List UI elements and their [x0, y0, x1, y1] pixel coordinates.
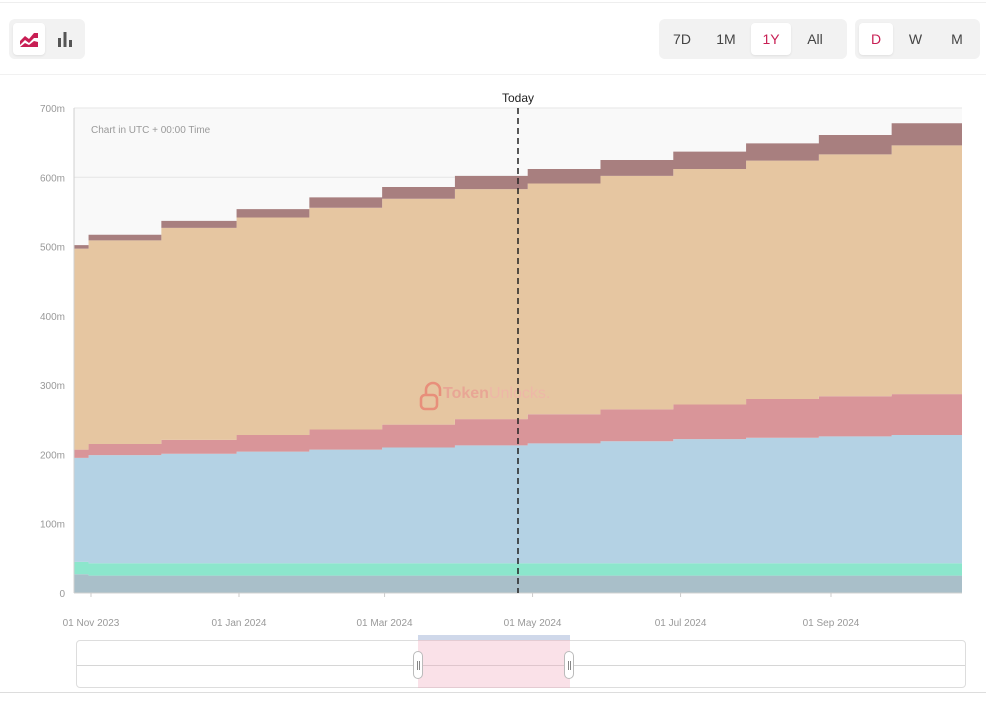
range-all-button[interactable]: All [795, 23, 835, 55]
y-tick-label: 400m [40, 312, 65, 323]
granularity-week-button[interactable]: W [897, 23, 934, 55]
navigator-selected-window[interactable] [418, 635, 570, 688]
x-tick-label: 01 Jul 2024 [655, 618, 707, 629]
navigator-right-handle[interactable] [564, 651, 574, 679]
x-tick-label: 01 Mar 2024 [356, 618, 413, 629]
lock-body-icon [419, 393, 439, 411]
y-tick-label: 0 [59, 589, 65, 600]
range-navigator[interactable] [76, 635, 966, 688]
granularity-month-button[interactable]: M [938, 23, 976, 55]
x-tick-label: 01 May 2024 [504, 618, 562, 629]
x-tick-label: 01 Jan 2024 [211, 618, 266, 629]
x-axis-ticks: 01 Nov 2023 01 Jan 2024 01 Mar 2024 01 May … [63, 593, 860, 629]
granularity-day-button[interactable]: D [859, 23, 893, 55]
watermark-text-token: TokenUnlocks. [443, 385, 550, 402]
bottom-border [0, 692, 986, 693]
range-1m-button[interactable]: 1M [705, 23, 747, 55]
bar-chart-mode-button[interactable] [49, 23, 81, 55]
area-chart-mode-button[interactable] [13, 23, 45, 55]
x-tick-label: 01 Sep 2024 [803, 618, 860, 629]
stacked-area-chart: 0 100m 200m 300m 400m 500m 600m 700m 01 Nov 202… [40, 91, 962, 629]
chart-timezone-note: Chart in UTC + 00:00 Time [91, 125, 211, 136]
navigator-window-scrollbar[interactable] [418, 635, 570, 640]
chart-container: 0 100m 200m 300m 400m 500m 600m 700m 01 Nov 202… [0, 75, 986, 635]
y-tick-label: 600m [40, 173, 65, 184]
navigator-series-line [77, 665, 965, 666]
y-tick-label: 300m [40, 381, 65, 392]
x-tick-label: 01 Nov 2023 [63, 618, 120, 629]
watermark: TokenUnlocks. [419, 381, 550, 411]
y-tick-label: 500m [40, 243, 65, 254]
toolbar-separator [0, 74, 986, 75]
bar-chart-icon [58, 32, 72, 47]
navigator-left-handle[interactable] [413, 651, 423, 679]
range-selector: 7D 1M 1Y All [659, 19, 847, 59]
range-1y-button[interactable]: 1Y [751, 23, 791, 55]
granularity-selector: D W M [855, 19, 980, 59]
chart-mode-toggle [9, 19, 85, 59]
y-tick-label: 100m [40, 520, 65, 531]
lock-icon [424, 381, 442, 396]
today-label: Today [502, 91, 534, 105]
area-chart-icon [20, 33, 38, 47]
y-axis-ticks: 0 100m 200m 300m 400m 500m 600m 700m [40, 104, 65, 600]
series-area-3[interactable] [74, 390, 962, 458]
range-7d-button[interactable]: 7D [663, 23, 701, 55]
top-border [0, 2, 986, 3]
y-tick-label: 200m [40, 450, 65, 461]
y-tick-label: 700m [40, 104, 65, 115]
